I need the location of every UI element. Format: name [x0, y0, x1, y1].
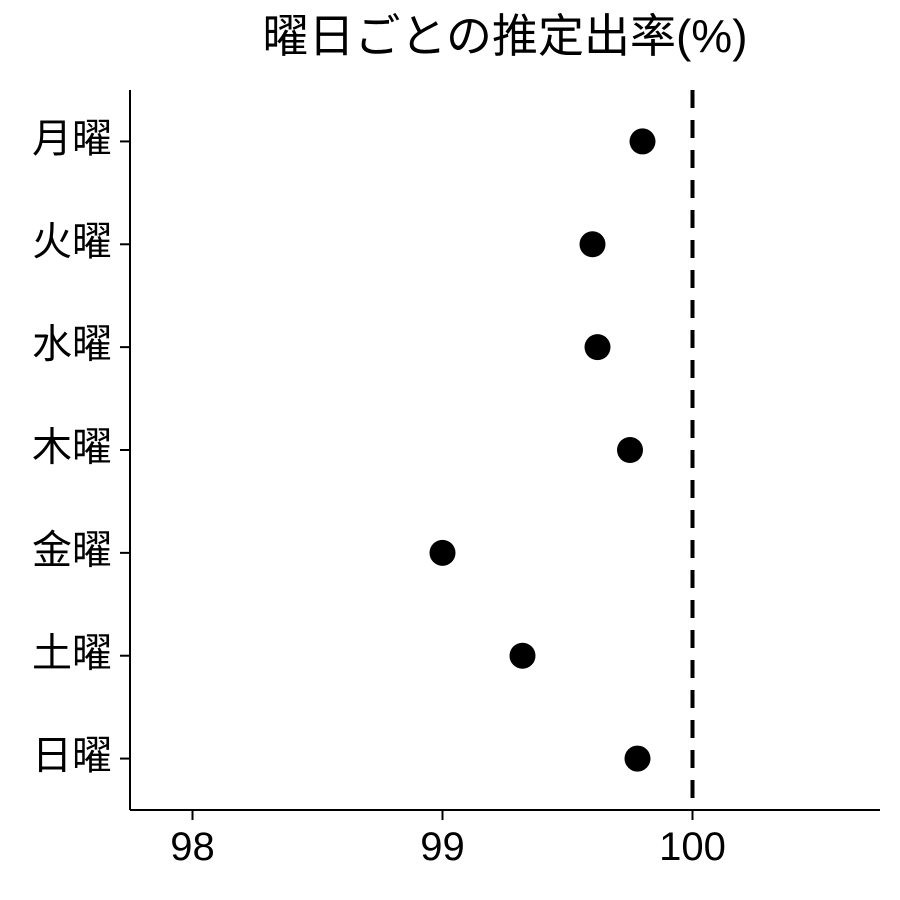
y-tick-label: 木曜	[32, 426, 112, 470]
data-point	[510, 643, 536, 669]
data-point	[580, 231, 606, 257]
data-point	[630, 128, 656, 154]
data-point	[617, 437, 643, 463]
data-point	[430, 540, 456, 566]
y-tick-label: 水曜	[32, 323, 112, 367]
y-tick-label: 土曜	[32, 631, 112, 675]
data-point	[585, 334, 611, 360]
data-point	[625, 746, 651, 772]
y-tick-label: 月曜	[32, 117, 112, 161]
dot-plot-chart: 曜日ごとの推定出率(%) 月曜火曜水曜木曜金曜土曜日曜 98 99 100	[0, 0, 900, 900]
y-tick-label: 金曜	[32, 528, 112, 572]
x-tick-label: 100	[659, 825, 726, 869]
y-tick-label: 火曜	[32, 220, 112, 264]
chart-title: 曜日ごとの推定出率(%)	[262, 10, 747, 62]
x-tick-label: 98	[170, 825, 215, 869]
x-tick-label: 99	[420, 825, 465, 869]
y-tick-label: 日曜	[32, 734, 112, 778]
